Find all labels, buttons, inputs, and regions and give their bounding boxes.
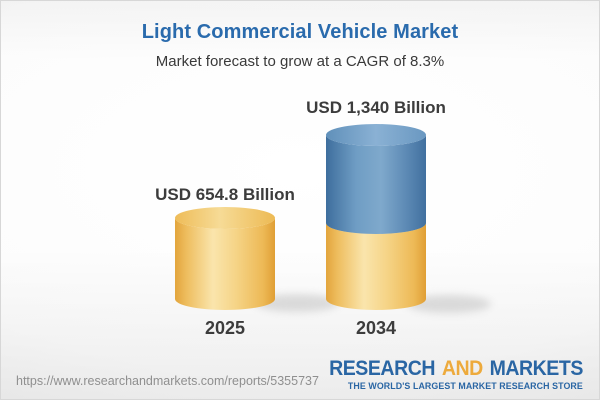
value-label-2025: USD 654.8 Billion (155, 185, 295, 204)
report-url-link[interactable]: https://www.researchandmarkets.com/repor… (16, 374, 319, 388)
value-label-2034: USD 1,340 Billion (306, 98, 446, 117)
bar-2025-shadow (255, 294, 339, 312)
researchandmarkets-logo[interactable]: RESEARCH AND MARKETS THE WORLD'S LARGEST… (329, 358, 583, 392)
page-subtitle: Market forecast to grow at a CAGR of 8.3… (155, 53, 445, 70)
logo-word-research: RESEARCH (329, 357, 436, 380)
page-title: Light Commercial Vehicle Market (141, 21, 459, 43)
logo-word-and: AND (441, 357, 483, 380)
bar-2034-shadow (407, 295, 491, 313)
logo-word-markets: MARKETS (489, 357, 584, 380)
bar-2034-growth-segment (326, 124, 426, 234)
category-label-2034: 2034 (355, 318, 397, 338)
logo-wordmark: RESEARCH AND MARKETS (329, 358, 583, 379)
bar-2025-cylinder (175, 207, 275, 310)
category-label-2025: 2025 (204, 318, 246, 338)
logo-tagline: THE WORLD'S LARGEST MARKET RESEARCH STOR… (348, 381, 583, 392)
